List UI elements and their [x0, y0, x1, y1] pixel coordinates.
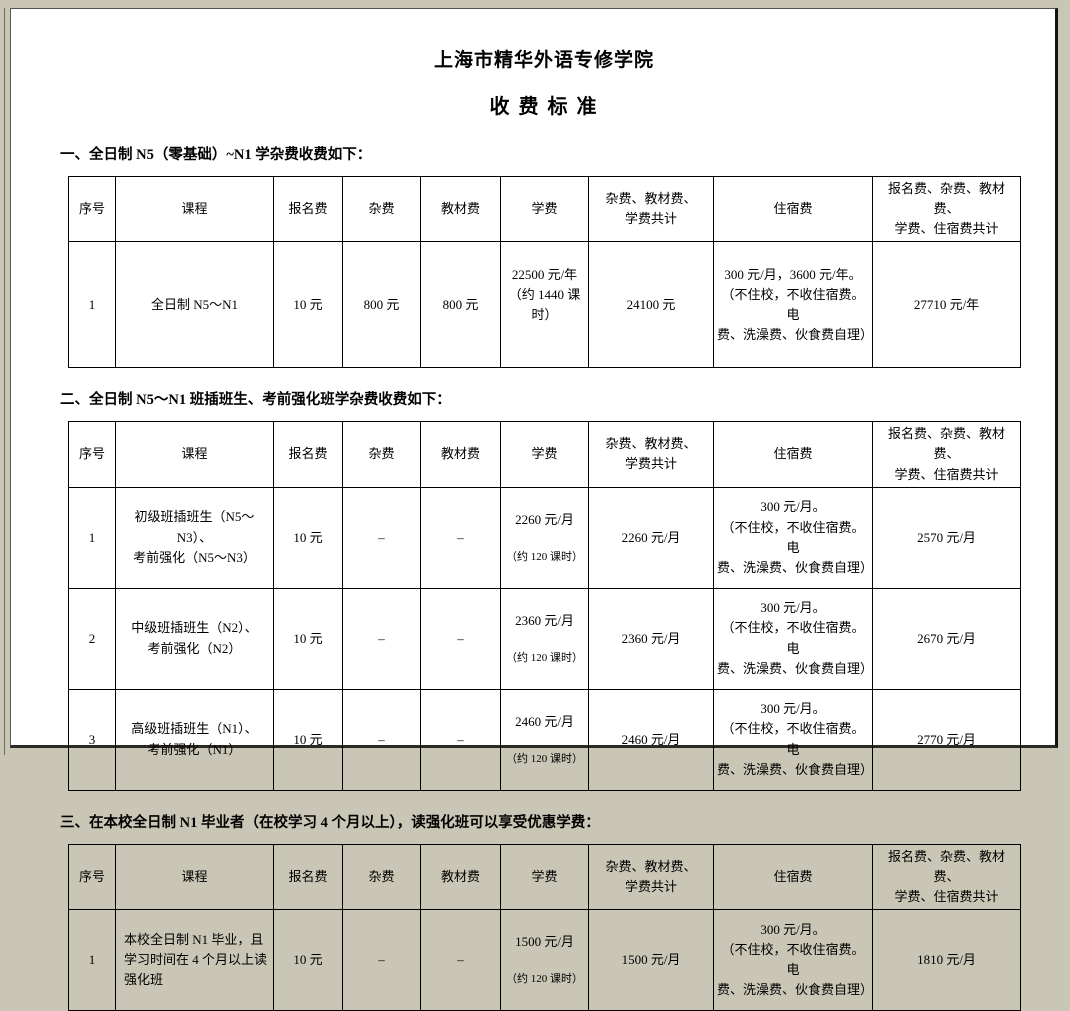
col-header-material-fee: 教材费 — [420, 421, 501, 488]
cell-subtotal: 2260 元/月 — [588, 486, 714, 589]
cell-seq: 3 — [68, 688, 116, 791]
cell-grand-total: 2670 元/月 — [872, 587, 1021, 690]
cell-dorm-fee: 300 元/月。 （不住校，不收住宿费。电 费、洗澡费、伙食费自理） — [713, 908, 873, 1011]
tuition-amount: 2260 元/月 — [515, 511, 574, 527]
col-header-material-fee: 教材费 — [420, 843, 501, 910]
col-header-seq: 序号 — [68, 421, 116, 488]
col-header-registration-fee: 报名费 — [273, 843, 343, 910]
col-header-course: 课程 — [115, 421, 274, 488]
cell-misc-fee: – — [342, 486, 421, 589]
cell-misc-fee: – — [342, 688, 421, 791]
cell-course: 高级班插班生（N1）、 考前强化（N1） — [115, 688, 274, 791]
tuition-amount: 2460 元/月 — [515, 713, 574, 729]
table-row: 1 初级班插班生（N5～N3）、 考前强化（N5～N3） 10 元 – – 22… — [68, 486, 1021, 589]
col-header-grand-total: 报名费、杂费、教材费、 学费、住宿费共计 — [872, 843, 1021, 910]
document-page: 上海市精华外语专修学院 收 费 标 准 一、全日制 N5（零基础）~N1 学杂费… — [10, 8, 1058, 1011]
col-header-seq: 序号 — [68, 843, 116, 910]
cell-material-fee: – — [420, 587, 501, 690]
tuition-amount: 2360 元/月 — [515, 612, 574, 628]
col-header-misc-fee: 杂费 — [342, 843, 421, 910]
cell-misc-fee: – — [342, 587, 421, 690]
document-title: 上海市精华外语专修学院 — [433, 50, 654, 71]
cell-misc-fee: 800 元 — [342, 241, 421, 369]
col-header-tuition: 学费 — [500, 843, 589, 910]
cell-dorm-fee: 300 元/月。 （不住校，不收住宿费。电 费、洗澡费、伙食费自理） — [713, 587, 873, 690]
table-header-row: 序号 课程 报名费 杂费 教材费 学费 杂费、教材费、 学费共计 住宿费 报名费… — [68, 421, 1021, 488]
cell-material-fee: – — [420, 486, 501, 589]
table-row: 3 高级班插班生（N1）、 考前强化（N1） 10 元 – – 2460 元/月… — [68, 688, 1021, 791]
document-subtitle: 收 费 标 准 — [489, 96, 599, 118]
fee-table-transfer: 序号 课程 报名费 杂费 教材费 学费 杂费、教材费、 学费共计 住宿费 报名费… — [68, 421, 1021, 791]
cell-material-fee: 800 元 — [420, 241, 501, 369]
col-header-grand-total: 报名费、杂费、教材费、 学费、住宿费共计 — [872, 421, 1021, 488]
cell-tuition: 2360 元/月 （约 120 课时） — [500, 587, 589, 690]
cell-grand-total: 1810 元/月 — [872, 908, 1021, 1011]
section-3-heading: 三、在本校全日制 N1 毕业者（在校学习 4 个月以上），读强化班可以享受优惠学… — [60, 814, 600, 831]
cell-tuition: 2260 元/月 （约 120 课时） — [500, 486, 589, 589]
cell-material-fee: – — [420, 908, 501, 1011]
cell-dorm-fee: 300 元/月。 （不住校，不收住宿费。电 费、洗澡费、伙食费自理） — [713, 486, 873, 589]
col-header-registration-fee: 报名费 — [273, 421, 343, 488]
section-2-heading: 二、全日制 N5～N1 班插班生、考前强化班学杂费收费如下： — [60, 392, 451, 409]
cell-seq: 1 — [68, 908, 116, 1011]
cell-grand-total: 27710 元/年 — [872, 241, 1021, 369]
col-header-grand-total: 报名费、杂费、教材费、 学费、住宿费共计 — [872, 175, 1021, 243]
cell-registration-fee: 10 元 — [273, 486, 343, 589]
section-1-heading: 一、全日制 N5（零基础）~N1 学杂费收费如下： — [60, 147, 372, 163]
fee-table-graduate-discount: 序号 课程 报名费 杂费 教材费 学费 杂费、教材费、 学费共计 住宿费 报名费… — [68, 843, 1021, 1011]
table-header-row: 序号 课程 报名费 杂费 教材费 学费 杂费、教材费、 学费共计 住宿费 报名费… — [68, 843, 1021, 910]
table-header-row: 序号 课程 报名费 杂费 教材费 学费 杂费、教材费、 学费共计 住宿费 报名费… — [68, 175, 1021, 243]
cell-subtotal: 1500 元/月 — [588, 908, 714, 1011]
document-content: 上海市精华外语专修学院 收 费 标 准 一、全日制 N5（零基础）~N1 学杂费… — [60, 9, 1021, 1011]
cell-registration-fee: 10 元 — [273, 587, 343, 690]
cell-subtotal: 24100 元 — [588, 241, 714, 369]
col-header-subtotal: 杂费、教材费、 学费共计 — [588, 843, 714, 910]
cell-dorm-fee: 300 元/月，3600 元/年。 （不住校，不收住宿费。电 费、洗澡费、伙食费… — [713, 241, 873, 369]
cell-grand-total: 2770 元/月 — [872, 688, 1021, 791]
col-header-dorm-fee: 住宿费 — [713, 843, 873, 910]
cell-seq: 1 — [68, 241, 116, 369]
tuition-amount: 1500 元/月 — [515, 934, 574, 950]
col-header-tuition: 学费 — [500, 421, 589, 488]
cell-grand-total: 2570 元/月 — [872, 486, 1021, 589]
tuition-note: （约 120 课时） — [506, 551, 583, 564]
col-header-subtotal: 杂费、教材费、 学费共计 — [588, 175, 714, 243]
cell-registration-fee: 10 元 — [273, 241, 343, 369]
cell-course: 全日制 N5～N1 — [115, 241, 274, 369]
cell-seq: 1 — [68, 486, 116, 589]
col-header-material-fee: 教材费 — [420, 175, 501, 243]
col-header-tuition: 学费 — [500, 175, 589, 243]
col-header-course: 课程 — [115, 843, 274, 910]
table-row: 2 中级班插班生（N2）、 考前强化（N2） 10 元 – – 2360 元/月… — [68, 587, 1021, 690]
col-header-dorm-fee: 住宿费 — [713, 421, 873, 488]
col-header-misc-fee: 杂费 — [342, 421, 421, 488]
col-header-seq: 序号 — [68, 175, 116, 243]
col-header-dorm-fee: 住宿费 — [713, 175, 873, 243]
cell-course: 中级班插班生（N2）、 考前强化（N2） — [115, 587, 274, 690]
cell-tuition: 22500 元/年 （约 1440 课 时） — [500, 241, 589, 369]
tuition-note: （约 120 课时） — [506, 652, 583, 665]
cell-subtotal: 2460 元/月 — [588, 688, 714, 791]
cell-seq: 2 — [68, 587, 116, 690]
cell-course: 本校全日制 N1 毕业，且 学习时间在 4 个月以上读 强化班 — [115, 908, 274, 1011]
cell-tuition: 2460 元/月 （约 120 课时） — [500, 688, 589, 791]
cell-course: 初级班插班生（N5～N3）、 考前强化（N5～N3） — [115, 486, 274, 589]
col-header-course: 课程 — [115, 175, 274, 243]
cell-tuition: 1500 元/月 （约 120 课时） — [500, 908, 589, 1011]
fee-table-fulltime: 序号 课程 报名费 杂费 教材费 学费 杂费、教材费、 学费共计 住宿费 报名费… — [68, 175, 1021, 369]
col-header-misc-fee: 杂费 — [342, 175, 421, 243]
tuition-amount: 22500 元/年 （约 1440 课 时） — [508, 266, 581, 322]
cell-registration-fee: 10 元 — [273, 908, 343, 1011]
cell-dorm-fee: 300 元/月。 （不住校，不收住宿费。电 费、洗澡费、伙食费自理） — [713, 688, 873, 791]
cell-material-fee: – — [420, 688, 501, 791]
table-row: 1 本校全日制 N1 毕业，且 学习时间在 4 个月以上读 强化班 10 元 –… — [68, 908, 1021, 1011]
tuition-note: （约 120 课时） — [506, 973, 583, 986]
col-header-subtotal: 杂费、教材费、 学费共计 — [588, 421, 714, 488]
cell-misc-fee: – — [342, 908, 421, 1011]
scan-edge-line — [4, 8, 5, 755]
col-header-registration-fee: 报名费 — [273, 175, 343, 243]
table-row: 1 全日制 N5～N1 10 元 800 元 800 元 22500 元/年 （… — [68, 241, 1021, 369]
cell-subtotal: 2360 元/月 — [588, 587, 714, 690]
cell-registration-fee: 10 元 — [273, 688, 343, 791]
